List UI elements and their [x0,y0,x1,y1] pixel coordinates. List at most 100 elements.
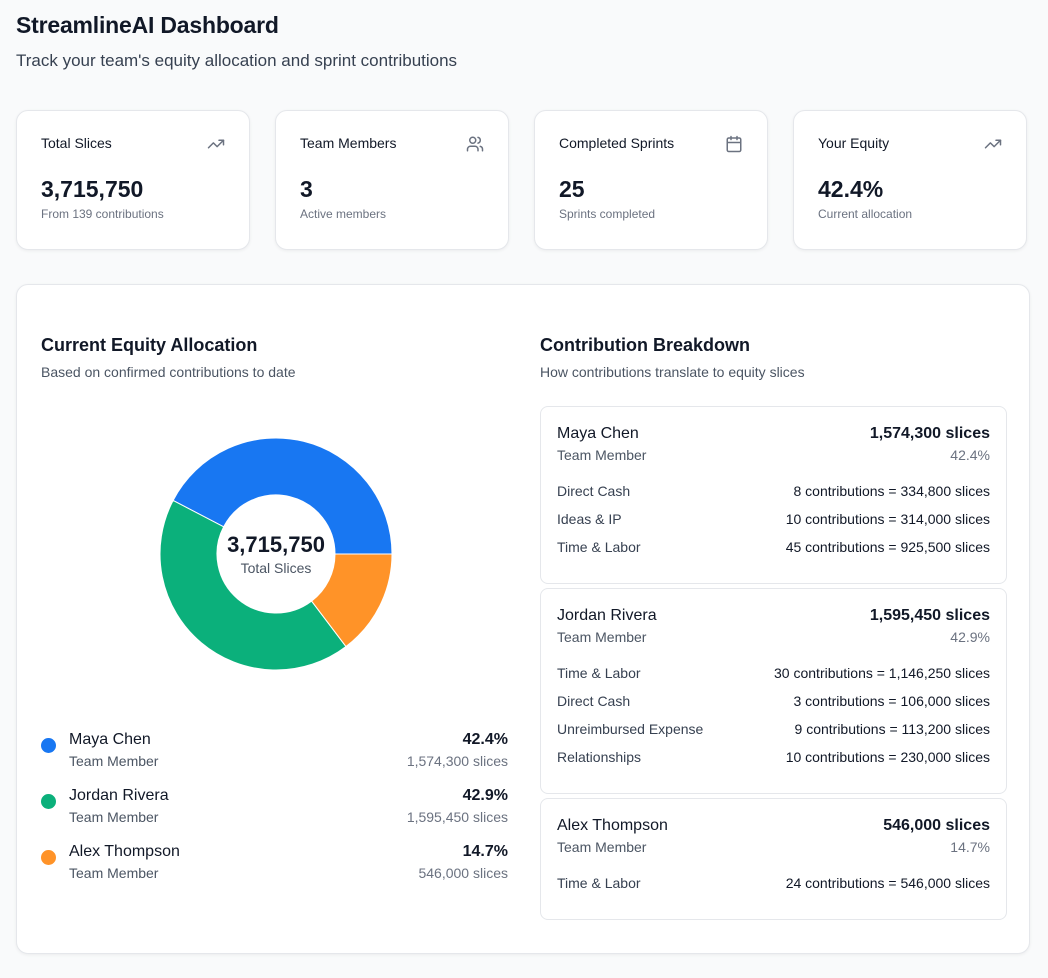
legend-percent: 42.9% [462,787,508,804]
legend-text: Alex Thompson Team Member [69,843,418,881]
stat-card-completed-sprints: Completed Sprints 25 Sprints completed [534,110,768,250]
donut-total: 3,715,750 [227,532,325,557]
contribution-calc: 9 contributions = 113,200 slices [794,721,990,737]
allocation-section: Current Equity Allocation Based on confi… [41,335,508,881]
contribution-rows: Time & Labor 30 contributions = 1,146,250… [557,659,990,771]
legend-values: 14.7% 546,000 slices [418,843,508,881]
donut-slice-alex-thompson[interactable] [310,553,393,648]
page-header: StreamlineAI Dashboard Track your team's… [16,12,457,71]
contribution-rows: Direct Cash 8 contributions = 334,800 sli… [557,477,990,561]
donut-slice-jordan-rivera[interactable] [159,499,347,671]
contribution-row: Time & Labor 24 contributions = 546,000 s… [557,869,990,897]
trending-up-icon [207,139,225,149]
page-title: StreamlineAI Dashboard [16,12,279,38]
stat-value: 42.4% [818,176,884,202]
breakdown-section: Contribution Breakdown How contributions… [540,335,1007,920]
legend-item: Jordan Rivera Team Member 42.9% 1,595,450 s… [41,787,508,843]
stat-card-team-members: Team Members 3 Active members [275,110,509,250]
stat-card-your-equity: Your Equity 42.4% Current allocation [793,110,1027,250]
contribution-row: Relationships 10 contributions = 230,000 … [557,743,990,771]
breakdown-card: Jordan Rivera Team Member 1,595,450 slices… [540,588,1007,794]
member-totals: 1,595,450 slices 42.9% [870,607,990,645]
legend-item: Maya Chen Team Member 42.4% 1,574,300 slice… [41,731,508,787]
contribution-row: Time & Labor 30 contributions = 1,146,250… [557,659,990,687]
contribution-calc: 10 contributions = 230,000 slices [785,749,990,765]
contribution-row: Direct Cash 3 contributions = 106,000 sli… [557,687,990,715]
breakdown-card: Maya Chen Team Member 1,574,300 slices 42.4… [540,406,1007,584]
contribution-type: Time & Labor [557,539,641,555]
donut-slice-maya-chen[interactable] [172,437,393,555]
allocation-title: Current Equity Allocation [41,335,258,355]
member-info: Maya Chen Team Member [557,425,646,463]
legend-text: Jordan Rivera Team Member [69,787,407,825]
users-icon [466,136,484,152]
donut-chart: 3,715,750 Total Slices [159,437,393,671]
stat-value: 25 [559,176,585,202]
member-name: Alex Thompson [557,817,668,834]
member-role: Team Member [557,629,647,645]
contribution-calc: 10 contributions = 314,000 slices [785,511,990,527]
contribution-calc: 30 contributions = 1,146,250 slices [774,665,990,681]
stat-sub: Sprints completed [559,207,656,221]
stat-sub: From 139 contributions [41,207,164,221]
stat-label: Team Members [300,135,397,151]
contribution-rows: Time & Labor 24 contributions = 546,000 s… [557,869,990,897]
stat-value: 3 [300,176,313,202]
contribution-type: Direct Cash [557,483,631,499]
legend-color-dot [41,738,56,753]
contribution-calc: 3 contributions = 106,000 slices [793,693,990,709]
legend-slices: 1,574,300 slices [406,753,508,769]
contribution-type: Unreimbursed Expense [557,721,704,737]
legend-percent: 42.4% [462,731,508,748]
contribution-calc: 45 contributions = 925,500 slices [785,539,990,555]
stat-card-total-slices: Total Slices 3,715,750 From 139 contribu… [16,110,250,250]
stats-row: Total Slices 3,715,750 From 139 contribu… [16,110,1030,250]
contribution-row: Ideas & IP 10 contributions = 314,000 sli… [557,505,990,533]
breakdown-subtitle: How contributions translate to equity sl… [540,364,805,380]
member-total-slices: 546,000 slices [883,817,990,834]
stat-label: Your Equity [818,135,890,151]
member-role: Team Member [557,447,647,463]
page-subtitle: Track your team's equity allocation and … [16,51,458,70]
legend-role: Team Member [69,865,159,881]
legend-role: Team Member [69,809,159,825]
contribution-row: Direct Cash 8 contributions = 334,800 sli… [557,477,990,505]
breakdown-header: Alex Thompson Team Member 546,000 slices 14… [557,817,990,855]
contribution-calc: 24 contributions = 546,000 slices [785,875,990,891]
contribution-type: Time & Labor [557,665,641,681]
contribution-calc: 8 contributions = 334,800 slices [793,483,990,499]
member-total-slices: 1,574,300 slices [869,425,990,442]
equity-card: Current Equity Allocation Based on confi… [16,284,1030,954]
member-info: Alex Thompson Team Member [557,817,668,855]
contribution-row: Time & Labor 45 contributions = 925,500 s… [557,533,990,561]
member-role: Team Member [557,839,647,855]
legend-role: Team Member [69,753,159,769]
chart-legend: Maya Chen Team Member 42.4% 1,574,300 slice… [41,731,508,899]
member-percent: 42.4% [950,447,990,463]
stat-value: 3,715,750 [41,176,144,202]
member-percent: 14.7% [950,839,990,855]
contribution-type: Relationships [557,749,642,765]
stat-label: Total Slices [41,135,112,151]
contribution-row: Unreimbursed Expense 9 contributions = 11… [557,715,990,743]
allocation-subtitle: Based on confirmed contributions to date [41,364,296,380]
stat-sub: Current allocation [818,207,913,221]
member-totals: 546,000 slices 14.7% [883,817,990,855]
breakdown-title: Contribution Breakdown [540,335,750,355]
member-name: Maya Chen [557,425,639,442]
legend-item: Alex Thompson Team Member 14.7% 546,000 sli… [41,843,508,899]
stat-label: Completed Sprints [559,135,675,151]
donut-center: 3,715,750 Total Slices [159,437,393,671]
legend-slices: 546,000 slices [418,865,508,881]
breakdown-card: Alex Thompson Team Member 546,000 slices 14… [540,798,1007,920]
donut-svg [159,437,393,671]
donut-total-label: Total Slices [240,560,312,576]
breakdown-header: Maya Chen Team Member 1,574,300 slices 42.4… [557,425,990,463]
legend-color-dot [41,850,56,865]
member-info: Jordan Rivera Team Member [557,607,657,645]
stat-sub: Active members [300,207,387,221]
legend-slices: 1,595,450 slices [406,809,508,825]
trending-up-icon [984,139,1002,149]
legend-values: 42.9% 1,595,450 slices [407,787,508,825]
member-percent: 42.9% [950,629,990,645]
